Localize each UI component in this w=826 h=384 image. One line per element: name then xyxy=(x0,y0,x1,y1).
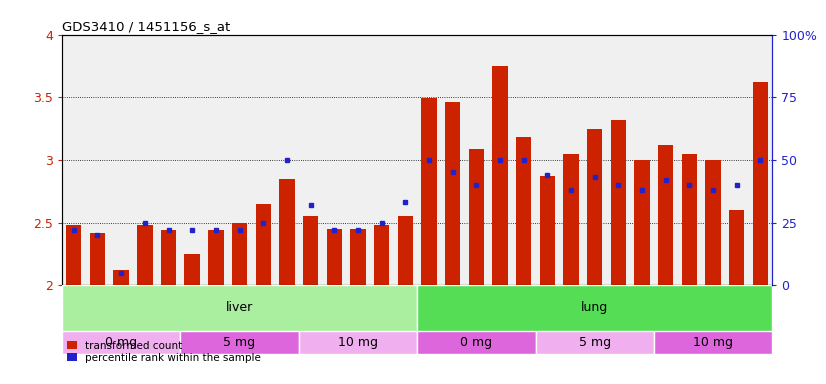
Bar xyxy=(421,98,437,285)
Bar xyxy=(417,331,535,354)
Bar xyxy=(350,229,366,285)
Text: 10 mg: 10 mg xyxy=(338,336,378,349)
Bar xyxy=(232,223,247,285)
Text: GDS3410 / 1451156_s_at: GDS3410 / 1451156_s_at xyxy=(62,20,230,33)
Bar xyxy=(326,229,342,285)
Bar xyxy=(255,204,271,285)
Bar xyxy=(468,149,484,285)
Bar xyxy=(634,160,650,285)
Text: lung: lung xyxy=(582,301,608,314)
Bar xyxy=(516,137,531,285)
Bar xyxy=(445,102,460,285)
Bar xyxy=(752,82,768,285)
Bar xyxy=(62,285,417,331)
Bar xyxy=(279,179,295,285)
Bar xyxy=(299,331,417,354)
Bar xyxy=(610,120,626,285)
Bar xyxy=(66,225,82,285)
Text: 5 mg: 5 mg xyxy=(224,336,255,349)
Bar xyxy=(90,233,105,285)
Bar xyxy=(161,230,176,285)
Bar xyxy=(208,230,224,285)
Bar xyxy=(492,66,508,285)
Bar xyxy=(397,216,413,285)
Bar xyxy=(535,331,654,354)
Bar xyxy=(180,331,299,354)
Bar xyxy=(303,216,318,285)
Bar xyxy=(113,270,129,285)
Bar xyxy=(658,145,673,285)
Text: 10 mg: 10 mg xyxy=(693,336,733,349)
Text: liver: liver xyxy=(226,301,253,314)
Bar xyxy=(729,210,744,285)
Bar xyxy=(587,129,602,285)
Bar xyxy=(137,225,153,285)
Bar xyxy=(539,176,555,285)
Bar xyxy=(681,154,697,285)
Bar xyxy=(654,331,772,354)
Text: 5 mg: 5 mg xyxy=(579,336,610,349)
Bar xyxy=(62,331,180,354)
Bar xyxy=(705,160,721,285)
Bar xyxy=(374,225,389,285)
Bar xyxy=(563,154,579,285)
Bar xyxy=(184,254,200,285)
Text: 0 mg: 0 mg xyxy=(460,336,492,349)
Text: 0 mg: 0 mg xyxy=(105,336,137,349)
Bar xyxy=(417,285,772,331)
Legend: transformed count, percentile rank within the sample: transformed count, percentile rank withi… xyxy=(67,341,261,362)
